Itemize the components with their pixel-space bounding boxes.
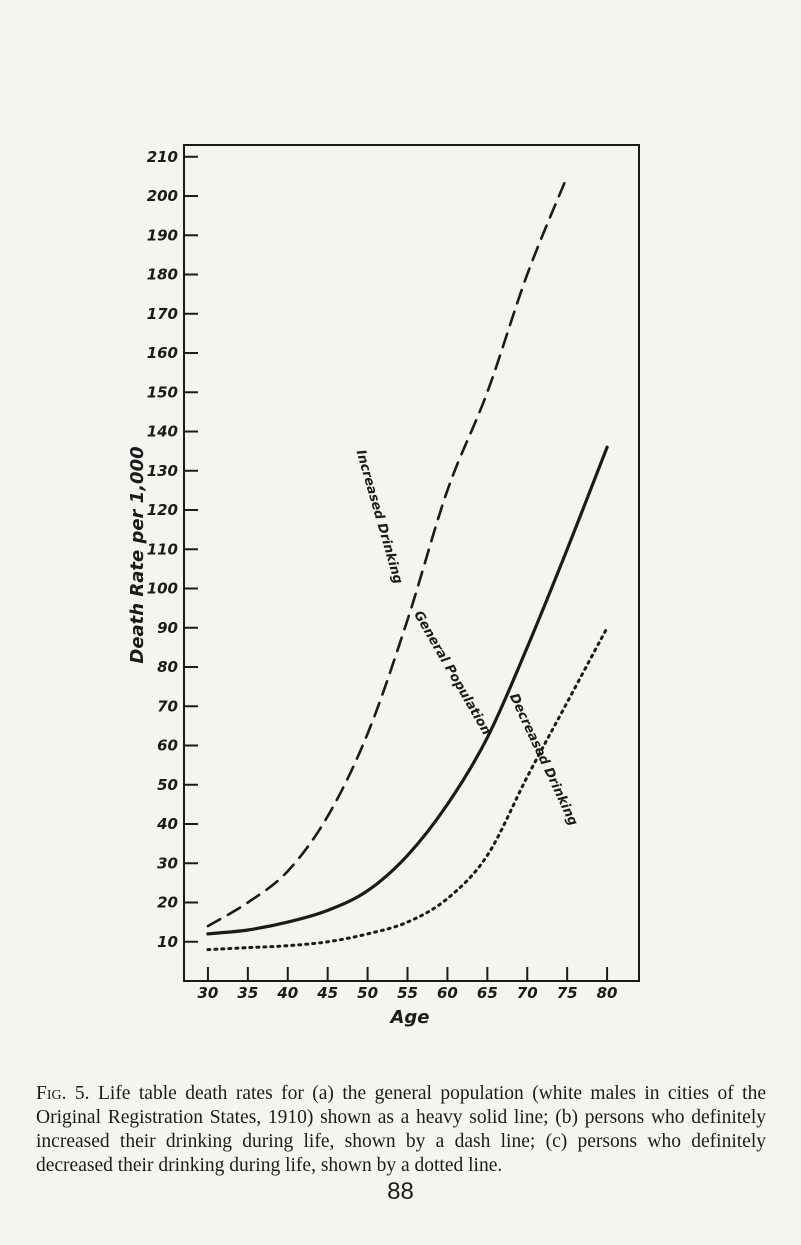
- decreased-drinking-label: Decreased Drinking: [506, 691, 581, 828]
- x-tick-label: 75: [557, 984, 578, 1002]
- increased-drinking-label: Increased Drinking: [353, 448, 406, 586]
- y-tick-label: 130: [147, 462, 178, 480]
- y-tick-label: 120: [147, 501, 178, 519]
- y-tick-label: 10: [157, 933, 178, 951]
- y-tick-label: 40: [156, 815, 178, 833]
- y-tick-label: 190: [147, 226, 178, 244]
- x-tick-label: 35: [237, 984, 258, 1002]
- y-tick-label: 140: [147, 423, 178, 441]
- y-tick-label: 70: [157, 697, 178, 715]
- x-tick-label: 45: [316, 984, 338, 1002]
- figure-caption: Fig. 5. Life table death rates for (a) t…: [36, 1082, 766, 1178]
- series-layer: [206, 175, 609, 952]
- y-tick-label: 60: [157, 737, 178, 755]
- decreased-drinking-line: [206, 626, 609, 952]
- y-tick-label: 170: [147, 305, 178, 323]
- y-axis-ticks: 10 20 30 40 50 60 70 80 90 100 110 120 130 140 150 160 1…: [147, 148, 198, 951]
- y-tick-label: 180: [147, 266, 178, 284]
- y-tick-label: 20: [157, 894, 178, 912]
- y-tick-label: 50: [157, 776, 178, 794]
- x-tick-label: 65: [477, 984, 498, 1002]
- x-tick-label: 80: [597, 984, 618, 1002]
- y-tick-label: 90: [157, 619, 178, 637]
- y-tick-label: 210: [147, 148, 178, 166]
- general-population-line: [206, 445, 609, 936]
- figure: 10 20 30 40 50 60 70 80 90 100 110 120 130 140 150 160 1…: [127, 144, 640, 1028]
- x-tick-label: 55: [397, 984, 418, 1002]
- x-tick-label: 60: [437, 984, 458, 1002]
- y-tick-label: 80: [157, 658, 178, 676]
- y-tick-label: 160: [147, 344, 178, 362]
- x-tick-label: 30: [198, 984, 219, 1002]
- caption-text: Life table death rates for (a) the gener…: [36, 1083, 767, 1176]
- plot-frame: [183, 144, 640, 982]
- x-tick-label: 50: [357, 984, 378, 1002]
- increased-drinking-line: [206, 175, 569, 928]
- x-axis-ticks: 30 35 40 45 50 55 60 65 70 75 80: [198, 967, 618, 1002]
- page-number: 88: [387, 1178, 414, 1205]
- y-tick-label: 100: [147, 580, 178, 598]
- y-tick-label: 150: [147, 383, 178, 401]
- y-axis-title: Death Rate per 1,000: [127, 446, 148, 663]
- x-tick-label: 70: [517, 984, 538, 1002]
- x-tick-label: 40: [276, 984, 298, 1002]
- death-rate-chart: 10 20 30 40 50 60 70 80 90 100 110 120 130 140 150 160 1…: [127, 144, 640, 1028]
- y-tick-label: 200: [147, 187, 178, 205]
- x-axis-title: Age: [388, 1007, 429, 1028]
- y-tick-label: 110: [147, 540, 178, 558]
- general-population-label: General Population: [410, 608, 493, 737]
- y-tick-label: 30: [157, 854, 178, 872]
- caption-label: Fig. 5.: [36, 1083, 90, 1104]
